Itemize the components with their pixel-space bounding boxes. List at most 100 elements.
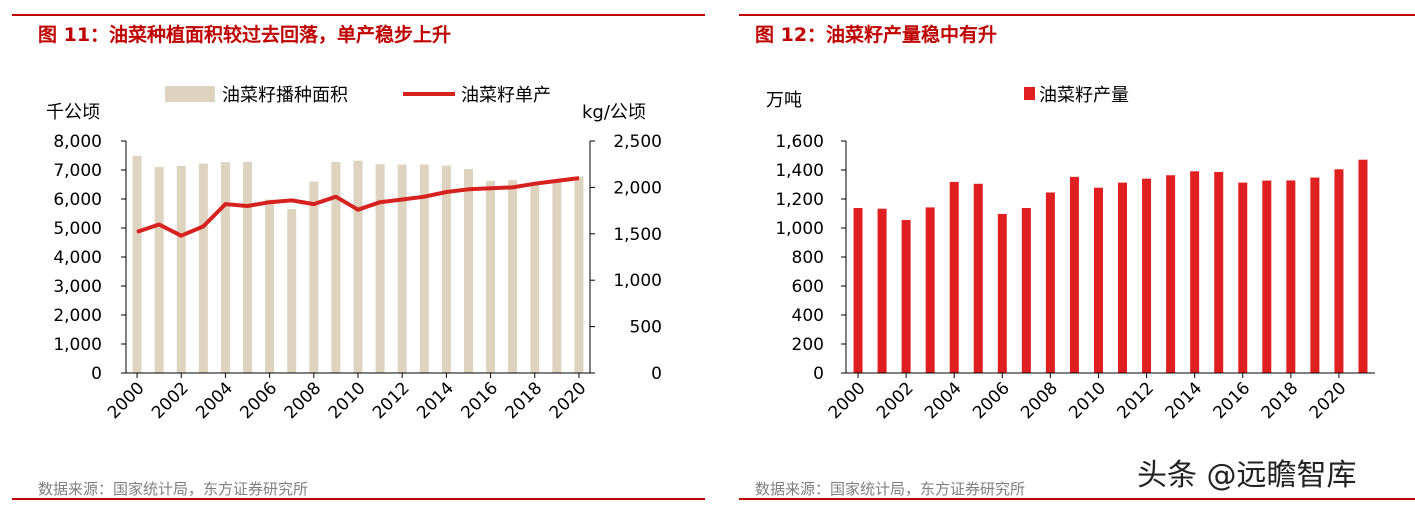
bar-area-2018 (530, 182, 540, 373)
x-tick-label: 2008 (1017, 378, 1062, 423)
x-tick-label: 2012 (369, 378, 414, 423)
bar-output-2012 (1142, 178, 1152, 373)
y-left-tick-label: 2,000 (53, 306, 102, 326)
bar-area-2002 (176, 165, 186, 373)
x-tick-label: 2020 (546, 378, 591, 423)
bar-output-2010 (1093, 187, 1103, 373)
bar-output-2001 (877, 208, 887, 373)
legend-swatch-area (165, 86, 215, 102)
bar-output-2006 (997, 213, 1007, 373)
bar-output-2021 (1358, 159, 1368, 373)
line-yield (136, 176, 580, 238)
top-rule (739, 14, 1415, 16)
bar-area-2009 (331, 161, 341, 373)
y-tick-label: 1,400 (775, 161, 824, 181)
y-tick-label: 600 (792, 277, 824, 297)
x-tick-label: 2006 (236, 378, 281, 423)
bar-area-2017 (508, 180, 518, 373)
bottom-rule (739, 498, 1415, 500)
bar-area-2012 (397, 164, 407, 373)
bar-output-2019 (1310, 177, 1320, 373)
y-tick-label: 1,000 (775, 219, 824, 239)
bar-area-2005 (243, 161, 253, 373)
bar-area-2003 (198, 163, 208, 373)
y-right-tick-label: 0 (651, 364, 662, 384)
x-tick-label: 2004 (192, 378, 237, 423)
bar-output-2004 (949, 181, 959, 373)
chart-panel-right: 图 12：油菜籽产量稳中有升 0 200 400 600 800 1,000 1,200 1,… (735, 0, 1415, 507)
top-rule (12, 14, 705, 16)
x-tick-label: 2020 (1306, 378, 1351, 423)
legend-label-output: 油菜籽产量 (1039, 85, 1129, 106)
x-tick-label: 2016 (1210, 378, 1255, 423)
bar-area-2011 (375, 164, 385, 373)
watermark: 头条 @远瞻智库 (1137, 458, 1357, 493)
bar-output-2016 (1238, 182, 1248, 373)
bar-output-2005 (973, 183, 983, 373)
y-left-tick-label: 8,000 (53, 132, 102, 152)
bar-area-2004 (220, 162, 230, 373)
chart-panel-left: 图 11：油菜种植面积较过去回落，单产稳步上升 0 1,000 2,000 3,000… (0, 0, 705, 507)
y-tick-label: 400 (792, 306, 824, 326)
y-right-tick-label: 2,500 (613, 132, 662, 152)
bar-area-2006 (265, 199, 275, 373)
y-tick-label: 800 (792, 248, 824, 268)
bar-area-2008 (309, 181, 319, 373)
x-tick-label: 2006 (969, 378, 1014, 423)
bar-area-2016 (486, 181, 496, 373)
legend-label-area: 油菜籽播种面积 (222, 85, 348, 106)
x-tick-label: 2000 (825, 378, 870, 423)
data-source: 数据来源：国家统计局，东方证券研究所 (755, 480, 1026, 498)
bar-output-2002 (901, 220, 911, 373)
bar-area-2013 (419, 164, 429, 373)
bar-area-2020 (574, 176, 584, 373)
y-left-tick-label: 4,000 (53, 248, 102, 268)
x-tick-label: 2016 (457, 378, 502, 423)
y-left-unit: 千公顷 (46, 102, 100, 123)
bar-output-2008 (1045, 192, 1055, 373)
y-left-tick-label: 6,000 (53, 190, 102, 210)
y-right-tick-label: 1,500 (613, 225, 662, 245)
y-right-unit: kg/公顷 (582, 102, 646, 123)
y-tick-label: 0 (813, 364, 824, 384)
y-unit: 万吨 (766, 90, 802, 111)
bar-output-2009 (1069, 176, 1079, 373)
bar-output-2013 (1166, 175, 1176, 373)
x-tick-label: 2012 (1113, 378, 1158, 423)
bar-area-2014 (441, 165, 451, 373)
bar-output-2007 (1021, 207, 1031, 373)
x-tick-label: 2010 (1065, 378, 1110, 423)
y-tick-label: 1,600 (775, 132, 824, 152)
legend-label-yield: 油菜籽单产 (461, 85, 551, 106)
x-tick-label: 2014 (1161, 378, 1206, 423)
bar-output-2018 (1286, 180, 1296, 373)
x-tick-label: 2018 (502, 378, 547, 423)
bar-area-2015 (463, 169, 473, 373)
x-tick-label: 2014 (413, 378, 458, 423)
bar-output-2003 (925, 207, 935, 373)
bottom-rule (12, 498, 705, 500)
y-right-tick-label: 2,000 (613, 178, 662, 198)
x-tick-label: 2008 (281, 378, 326, 423)
bar-output-2015 (1214, 172, 1224, 373)
bar-output-2014 (1190, 171, 1200, 373)
x-tick-label: 2004 (921, 378, 966, 423)
area-yield-combo-chart: 0 1,000 2,000 3,000 4,000 5,000 6,000 7,000 8,00… (46, 85, 662, 423)
bar-area-2001 (154, 167, 164, 373)
bar-area-2007 (287, 209, 297, 373)
y-right-tick-label: 500 (630, 318, 662, 338)
y-left-tick-label: 0 (91, 364, 102, 384)
y-left-tick-label: 5,000 (53, 219, 102, 239)
y-left-tick-label: 7,000 (53, 161, 102, 181)
bar-area-2019 (552, 182, 562, 373)
bar-area-2000 (132, 155, 142, 373)
legend-swatch-output (1024, 87, 1035, 100)
bar-output-2020 (1334, 169, 1344, 373)
y-tick-label: 1,200 (775, 190, 824, 210)
x-tick-label: 2002 (148, 378, 193, 423)
y-left-tick-label: 1,000 (53, 335, 102, 355)
bar-area-2010 (353, 160, 363, 373)
data-source: 数据来源：国家统计局，东方证券研究所 (38, 480, 309, 498)
figure-title: 图 12：油菜籽产量稳中有升 (755, 24, 998, 46)
